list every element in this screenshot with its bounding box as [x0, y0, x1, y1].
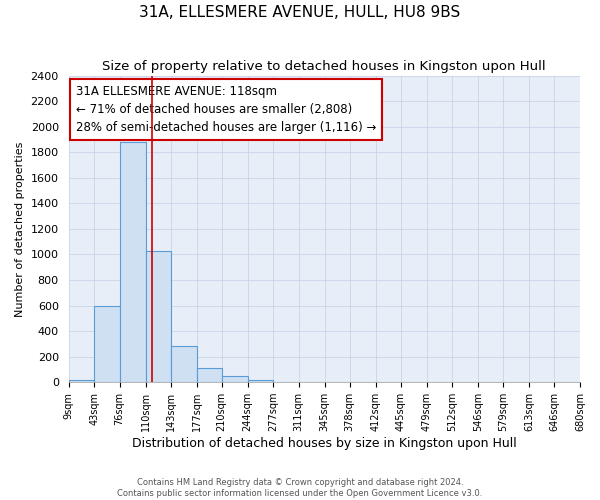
Text: 31A ELLESMERE AVENUE: 118sqm
← 71% of detached houses are smaller (2,808)
28% of: 31A ELLESMERE AVENUE: 118sqm ← 71% of de… [76, 85, 377, 134]
Bar [68, 380, 94, 382]
Bar [119, 142, 146, 382]
Text: Contains HM Land Registry data © Crown copyright and database right 2024.
Contai: Contains HM Land Registry data © Crown c… [118, 478, 482, 498]
Bar [94, 306, 119, 382]
Bar [197, 368, 222, 382]
Y-axis label: Number of detached properties: Number of detached properties [15, 141, 25, 316]
Text: 31A, ELLESMERE AVENUE, HULL, HU8 9BS: 31A, ELLESMERE AVENUE, HULL, HU8 9BS [139, 5, 461, 20]
Bar [248, 380, 273, 382]
Bar [146, 250, 170, 382]
X-axis label: Distribution of detached houses by size in Kingston upon Hull: Distribution of detached houses by size … [132, 437, 517, 450]
Bar [170, 346, 197, 382]
Bar [222, 376, 248, 382]
Title: Size of property relative to detached houses in Kingston upon Hull: Size of property relative to detached ho… [103, 60, 546, 73]
